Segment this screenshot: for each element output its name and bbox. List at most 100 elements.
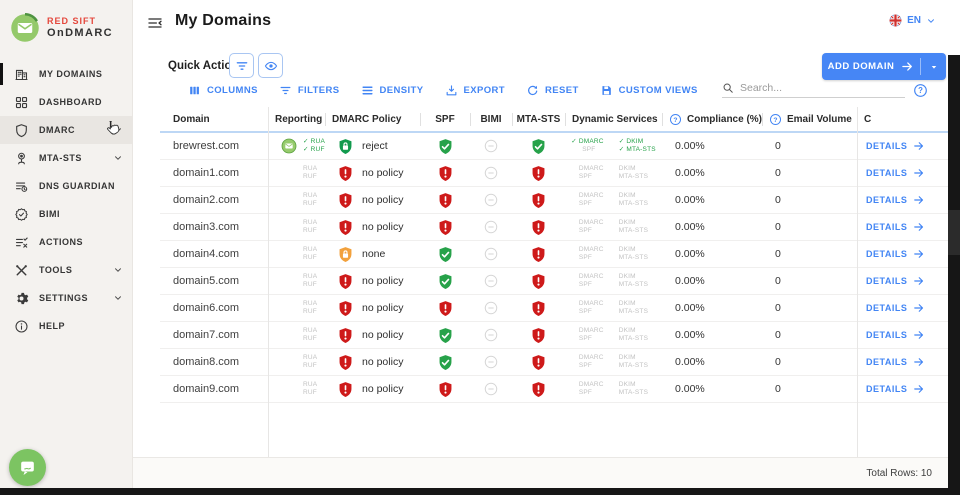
quick-filter-button[interactable]	[229, 53, 254, 78]
email-volume-cell: 0	[775, 329, 781, 341]
bimi-badge-icon	[14, 207, 29, 222]
column-help-icon[interactable]: ?	[669, 113, 682, 126]
scrollbar-thumb[interactable]	[948, 210, 960, 255]
sidebar-item-tools[interactable]: TOOLS	[0, 256, 132, 284]
bimi-neutral-icon	[483, 300, 499, 316]
sidebar-item-mta-sts[interactable]: MTA-STS	[0, 144, 132, 172]
bimi-cell	[470, 322, 512, 348]
bimi-cell	[470, 376, 512, 402]
quick-actions-label: Quick Actions	[168, 60, 245, 72]
arrow-right-icon	[913, 383, 925, 395]
shield-icon	[14, 123, 29, 138]
column-header-dynamic-services[interactable]: Dynamic Services	[565, 107, 662, 131]
details-link[interactable]: DETAILS	[857, 241, 948, 267]
sidebar-item-help[interactable]: HELP	[0, 312, 132, 340]
table-row[interactable]: domain8.com RUA RUF no policy DMARC SPF DKI…	[160, 349, 948, 376]
details-link[interactable]: DETAILS	[857, 322, 948, 348]
column-header-dmarc-policy[interactable]: DMARC Policy	[325, 107, 420, 131]
dmarc-policy-label: reject	[362, 140, 388, 152]
details-label: DETAILS	[866, 168, 908, 178]
column-header-c[interactable]: C	[857, 107, 948, 131]
search-input[interactable]	[740, 82, 890, 94]
table-row[interactable]: domain6.com RUA RUF no policy DMARC SPF DKI…	[160, 295, 948, 322]
cursor-hand-icon	[103, 119, 121, 137]
language-selector[interactable]: EN	[889, 14, 936, 27]
details-link[interactable]: DETAILS	[857, 295, 948, 321]
columns-icon	[188, 84, 201, 97]
domain-cell: domain7.com	[173, 329, 240, 341]
email-volume-cell: 0	[775, 275, 781, 287]
toolbar-button-reset[interactable]: RESET	[526, 84, 579, 97]
toolbar-button-label: RESET	[544, 85, 579, 96]
column-header-reporting[interactable]: Reporting	[268, 107, 325, 131]
details-link[interactable]: DETAILS	[857, 160, 948, 186]
dmarc-policy-shield-icon	[337, 165, 354, 182]
bimi-neutral-icon	[483, 354, 499, 370]
dmarc-policy-shield-icon	[337, 381, 354, 398]
column-help-icon[interactable]: ?	[769, 113, 782, 126]
domain-cell: brewrest.com	[173, 140, 240, 152]
column-header-email-volume[interactable]: ? Email Volume	[762, 107, 857, 131]
svg-text:?: ?	[918, 86, 923, 95]
toolbar-button-custom-views[interactable]: CUSTOM VIEWS	[600, 84, 698, 97]
dmarc-policy-cell: no policy	[325, 322, 420, 348]
spf-cell	[420, 241, 470, 267]
brand-name: RED SIFT	[47, 16, 97, 26]
column-header-label: MTA-STS	[516, 113, 561, 125]
sidebar-item-dashboard[interactable]: DASHBOARD	[0, 88, 132, 116]
table-row[interactable]: brewrest.com ✓ RUA ✓ RUF reject ✓ DMARC SP…	[160, 133, 948, 160]
table-row[interactable]: domain2.com RUA RUF no policy DMARC SPF DKI…	[160, 187, 948, 214]
add-domain-button[interactable]: ADD DOMAIN	[822, 53, 946, 80]
density-icon	[361, 84, 374, 97]
table-row[interactable]: domain4.com RUA RUF none DMARC SPF DKIM MTA-…	[160, 241, 948, 268]
details-link[interactable]: DETAILS	[857, 268, 948, 294]
domain-cell: domain2.com	[173, 194, 240, 206]
help-icon[interactable]: ?	[913, 83, 928, 98]
mta-sts-shield-icon	[530, 138, 547, 155]
toolbar-button-columns[interactable]: COLUMNS	[188, 84, 258, 97]
compliance-cell: 0.00%	[675, 140, 705, 152]
sidebar-item-actions[interactable]: ACTIONS	[0, 228, 132, 256]
column-header-mta-sts[interactable]: MTA-STS	[512, 107, 565, 131]
menu-fold-icon[interactable]	[146, 15, 164, 31]
column-header-compliance-[interactable]: ? Compliance (%)	[662, 107, 762, 131]
toolbar-button-label: DENSITY	[379, 85, 424, 96]
details-link[interactable]: DETAILS	[857, 376, 948, 402]
add-domain-dropdown[interactable]	[921, 62, 946, 72]
details-link[interactable]: DETAILS	[857, 133, 948, 159]
sidebar-item-bimi[interactable]: BIMI	[0, 200, 132, 228]
spf-cell	[420, 133, 470, 159]
table-row[interactable]: domain5.com RUA RUF no policy DMARC SPF DKI…	[160, 268, 948, 295]
toolbar-button-export[interactable]: EXPORT	[445, 84, 505, 97]
dmarc-policy-cell: no policy	[325, 214, 420, 240]
sidebar-item-my-domains[interactable]: MY DOMAINS	[0, 60, 132, 88]
details-label: DETAILS	[866, 249, 908, 259]
table-row[interactable]: domain3.com RUA RUF no policy DMARC SPF DKI…	[160, 214, 948, 241]
column-header-spf[interactable]: SPF	[420, 107, 470, 131]
toolbar-button-density[interactable]: DENSITY	[361, 84, 424, 97]
column-header-domain[interactable]: Domain	[160, 107, 268, 131]
table-row[interactable]: domain1.com RUA RUF no policy DMARC SPF DKI…	[160, 160, 948, 187]
chat-widget-button[interactable]	[9, 449, 46, 486]
toolbar-button-filters[interactable]: FILTERS	[279, 84, 340, 97]
scrollbar-track[interactable]	[948, 55, 960, 495]
sidebar-item-settings[interactable]: SETTINGS	[0, 284, 132, 312]
table-toolbar: COLUMNS FILTERS DENSITY EXPORT RESET CUSTOM V…	[133, 82, 960, 106]
table-row[interactable]: domain9.com RUA RUF no policy DMARC SPF DKI…	[160, 376, 948, 403]
sidebar-item-label: DNS GUARDIAN	[39, 181, 116, 191]
sidebar-item-label: BIMI	[39, 209, 60, 219]
details-link[interactable]: DETAILS	[857, 349, 948, 375]
add-domain-label: ADD DOMAIN	[827, 61, 895, 72]
dmarc-policy-label: no policy	[362, 329, 404, 341]
table-row[interactable]: domain7.com RUA RUF no policy DMARC SPF DKI…	[160, 322, 948, 349]
spf-cell	[420, 160, 470, 186]
dynamic-services-cell: DMARC SPF DKIM MTA-STS	[578, 353, 649, 370]
sidebar-item-dns-guardian[interactable]: DNS GUARDIAN	[0, 172, 132, 200]
details-link[interactable]: DETAILS	[857, 187, 948, 213]
search-box[interactable]	[722, 82, 905, 98]
mta-sts-cell	[512, 322, 565, 348]
quick-view-button[interactable]	[258, 53, 283, 78]
details-link[interactable]: DETAILS	[857, 214, 948, 240]
column-header-bimi[interactable]: BIMI	[470, 107, 512, 131]
